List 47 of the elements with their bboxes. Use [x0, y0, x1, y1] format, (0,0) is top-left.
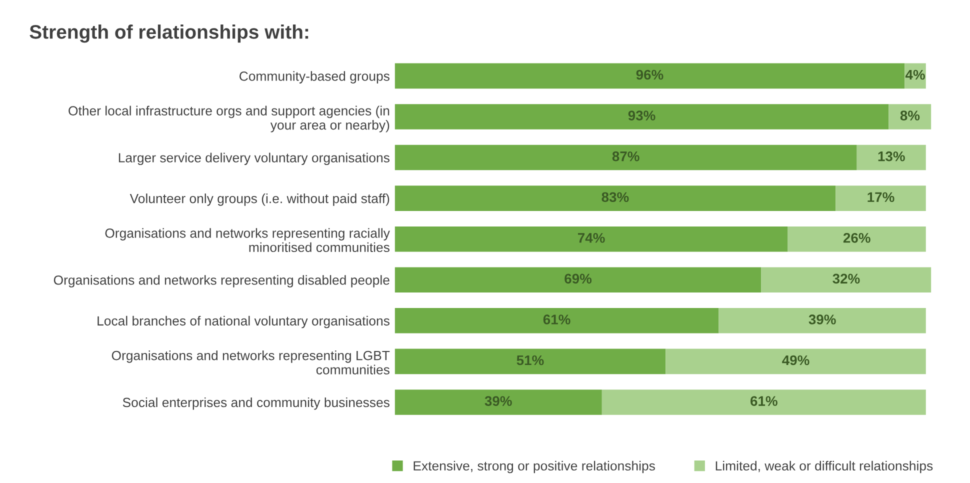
bar: [394, 144, 857, 170]
bar: [718, 308, 926, 334]
bar: [856, 144, 926, 170]
data-label: 39%: [808, 314, 836, 324]
bar: [394, 63, 905, 89]
data-label: 13%: [878, 151, 905, 162]
legend-label: Limited, weak or difficult relationships: [716, 460, 933, 474]
data-label: 26%: [843, 232, 870, 243]
bar: [836, 186, 926, 211]
legend-label: Extensive, strong or positive relationships: [414, 460, 655, 474]
data-label: 39%: [484, 396, 512, 406]
data-label: 8%: [900, 110, 920, 120]
y-tick-label: Volunteer only groups (i.e. without paid staff): [130, 194, 390, 206]
y-tick-label: Other local infrastructure orgs and support agencies (in your area or nearby): [68, 106, 390, 132]
bar: [394, 267, 762, 293]
data-label: 4%: [905, 70, 925, 80]
bar: [761, 267, 932, 293]
y-tick-label: Organisations and networks representing LGBT communities: [112, 350, 390, 374]
bar: [394, 226, 788, 252]
y-tick-label: Organisations and networks representing racially minoritised communities: [105, 228, 390, 252]
data-label: 49%: [782, 355, 810, 366]
data-label: 96%: [636, 70, 664, 80]
bar: [602, 390, 926, 415]
bar: [394, 308, 719, 334]
data-label: 83%: [602, 192, 629, 202]
y-tick-label: Social enterprises and community businesses: [122, 397, 390, 410]
data-label: 87%: [612, 151, 640, 162]
bar: [394, 390, 602, 415]
data-label: 93%: [628, 110, 656, 120]
data-label: 17%: [868, 192, 894, 202]
bar: [394, 348, 666, 374]
data-label: 32%: [832, 274, 860, 284]
bar: [394, 104, 889, 130]
text: Strength of relationships with:: [30, 24, 308, 43]
bar: [394, 186, 836, 211]
bar: [666, 348, 926, 374]
y-tick-label: Community-based groups: [240, 71, 390, 84]
y-tick-label: Organisations and networks representing disabled people: [54, 275, 390, 288]
bar: [788, 226, 926, 252]
data-label: 61%: [543, 314, 570, 324]
data-label: 69%: [564, 274, 592, 284]
bar: [888, 104, 932, 130]
data-label: 51%: [516, 355, 544, 366]
data-label: 61%: [750, 396, 778, 406]
data-label: 74%: [578, 233, 605, 243]
y-tick-label: Local branches of national voluntary organisations: [98, 316, 390, 328]
y-tick-label: Larger service delivery voluntary organisations: [118, 152, 390, 166]
